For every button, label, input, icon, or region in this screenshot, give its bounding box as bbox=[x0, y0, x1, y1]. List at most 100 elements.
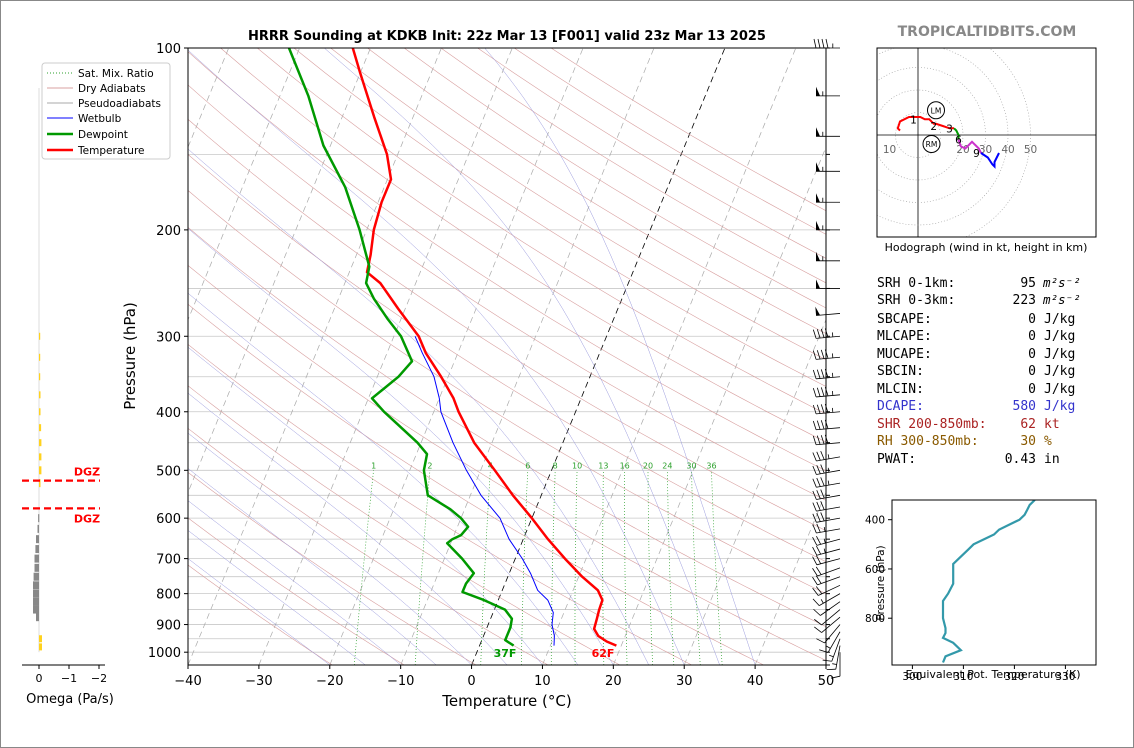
wind-barb-feather bbox=[816, 369, 821, 379]
wind-barb-staff bbox=[827, 631, 841, 653]
wind-barb-half-feather bbox=[820, 599, 824, 604]
wind-barb-feather bbox=[816, 404, 821, 414]
omega-bar bbox=[39, 466, 42, 475]
index-label: SBCIN: bbox=[877, 364, 924, 379]
index-unit: J/kg bbox=[1044, 347, 1075, 362]
wind-barb-feather bbox=[824, 328, 829, 338]
omega-bar bbox=[39, 391, 41, 399]
wind-barb-staff bbox=[816, 538, 841, 546]
wind-barb-half-feather bbox=[827, 454, 830, 459]
wind-barb-feather bbox=[820, 464, 825, 474]
wind-barb bbox=[816, 193, 840, 203]
wind-barb-feather bbox=[816, 501, 821, 511]
x-tick-label: −30 bbox=[245, 674, 272, 689]
index-label: MUCAPE: bbox=[877, 347, 932, 362]
wind-barb bbox=[812, 566, 841, 577]
hodograph-ring bbox=[877, 67, 986, 203]
wind-barb-feather bbox=[816, 523, 821, 533]
wind-barb-half-feather bbox=[827, 467, 830, 473]
wind-barb-feather bbox=[821, 38, 825, 49]
wind-barb bbox=[816, 251, 840, 262]
hodograph-grid: 10 20 30 40 50 bbox=[877, 48, 1096, 237]
wind-barb-feather bbox=[824, 434, 829, 444]
wind-barb bbox=[822, 638, 841, 662]
dry-adiabat-line bbox=[188, 264, 826, 661]
legend-label-wetbulb: Wetbulb bbox=[78, 113, 122, 125]
wind-barb bbox=[819, 631, 841, 653]
hodograph-series: 1 2 369 LM RM bbox=[896, 101, 1000, 169]
dry-adiabat-line bbox=[188, 517, 405, 665]
omega-bar bbox=[36, 535, 39, 544]
hodograph-height-label: 3 bbox=[946, 123, 953, 135]
y-tick-label: 300 bbox=[156, 330, 181, 345]
wind-barb-feather bbox=[812, 329, 817, 339]
wind-barb bbox=[826, 645, 841, 670]
omega-bar bbox=[39, 635, 42, 643]
omega-tick-label: 0 bbox=[36, 672, 43, 685]
legend-label-temperature: Temperature bbox=[77, 145, 145, 157]
y-tick-label: 100 bbox=[156, 42, 181, 57]
wind-barb-feather bbox=[820, 450, 825, 460]
wind-barb-feather bbox=[824, 419, 829, 429]
mixing-ratio-line bbox=[550, 470, 556, 665]
omega-bar bbox=[39, 408, 41, 416]
x-tick-label: 10 bbox=[534, 674, 551, 689]
wind-barb bbox=[816, 127, 840, 137]
dry-adiabat-line bbox=[188, 118, 826, 531]
theta-e-line bbox=[941, 500, 1036, 663]
dry-adiabat-line bbox=[188, 564, 333, 665]
mixing-ratio-line bbox=[574, 470, 578, 665]
legend-label-mixing-ratio: Sat. Mix. Ratio bbox=[78, 68, 154, 80]
wind-barb-feather bbox=[824, 386, 829, 396]
x-tick-label: −40 bbox=[174, 674, 201, 689]
wind-barb bbox=[812, 464, 841, 475]
hodograph-ring-label: 30 bbox=[979, 144, 992, 156]
wind-barb-staff bbox=[821, 609, 841, 626]
hodograph-height-label: 2 bbox=[930, 121, 937, 133]
index-unit: m²s⁻² bbox=[1042, 275, 1081, 290]
wind-barb bbox=[812, 477, 841, 488]
theta-e-ticks: 300 310 320 330 400 600 800 bbox=[865, 515, 1075, 683]
wind-barb-flag bbox=[816, 86, 820, 96]
wind-barb-staff bbox=[831, 638, 841, 662]
wind-barb-feather bbox=[820, 369, 825, 379]
pseudoadiabat-line bbox=[188, 500, 401, 665]
theta-e-y-tick-label: 600 bbox=[865, 564, 885, 576]
omega-bar bbox=[34, 554, 39, 563]
wind-barb bbox=[816, 220, 840, 231]
isotherm-line bbox=[612, 146, 826, 665]
legend-label-dewpoint: Dewpoint bbox=[78, 129, 128, 141]
hodograph-height-label: 9 bbox=[973, 148, 980, 160]
wind-barb-feather bbox=[820, 501, 825, 510]
wind-barb bbox=[812, 584, 841, 596]
omega-bar bbox=[33, 581, 39, 590]
mixing-ratio-line bbox=[602, 470, 605, 665]
wind-barb-feather bbox=[816, 387, 821, 397]
mixing-ratio-line bbox=[624, 470, 628, 665]
wind-barb-feather bbox=[816, 465, 821, 474]
wind-barb-feather bbox=[812, 388, 817, 398]
omega-bar bbox=[33, 605, 39, 614]
wind-barb bbox=[816, 279, 840, 289]
index-value: 95 bbox=[1020, 276, 1036, 291]
wind-barb bbox=[812, 489, 841, 500]
x-tick-label: −10 bbox=[387, 674, 414, 689]
wind-barb bbox=[812, 512, 841, 523]
wind-barb-feather bbox=[816, 350, 821, 360]
mixing-ratio-label: 1 bbox=[371, 461, 376, 470]
wind-barb-flag bbox=[815, 306, 821, 316]
mixing-ratio-line bbox=[667, 470, 675, 665]
wind-barb-feather bbox=[812, 513, 817, 523]
theta-e-ylabel: Pressure (hPa) bbox=[875, 545, 887, 620]
index-value: 30 bbox=[1020, 434, 1036, 449]
wind-barb bbox=[812, 403, 841, 415]
dry-adiabat-line bbox=[188, 190, 826, 594]
index-unit: J/kg bbox=[1044, 399, 1075, 414]
dry-adiabat-line bbox=[514, 48, 826, 235]
legend-label-dry-adiabats: Dry Adiabats bbox=[78, 83, 146, 95]
index-label: SRH 0-1km: bbox=[877, 276, 955, 291]
index-unit: J/kg bbox=[1044, 364, 1075, 379]
isotherm-line bbox=[754, 491, 826, 665]
mixing-ratio-label: 16 bbox=[620, 461, 630, 470]
pseudoadiabat-line bbox=[188, 530, 366, 665]
